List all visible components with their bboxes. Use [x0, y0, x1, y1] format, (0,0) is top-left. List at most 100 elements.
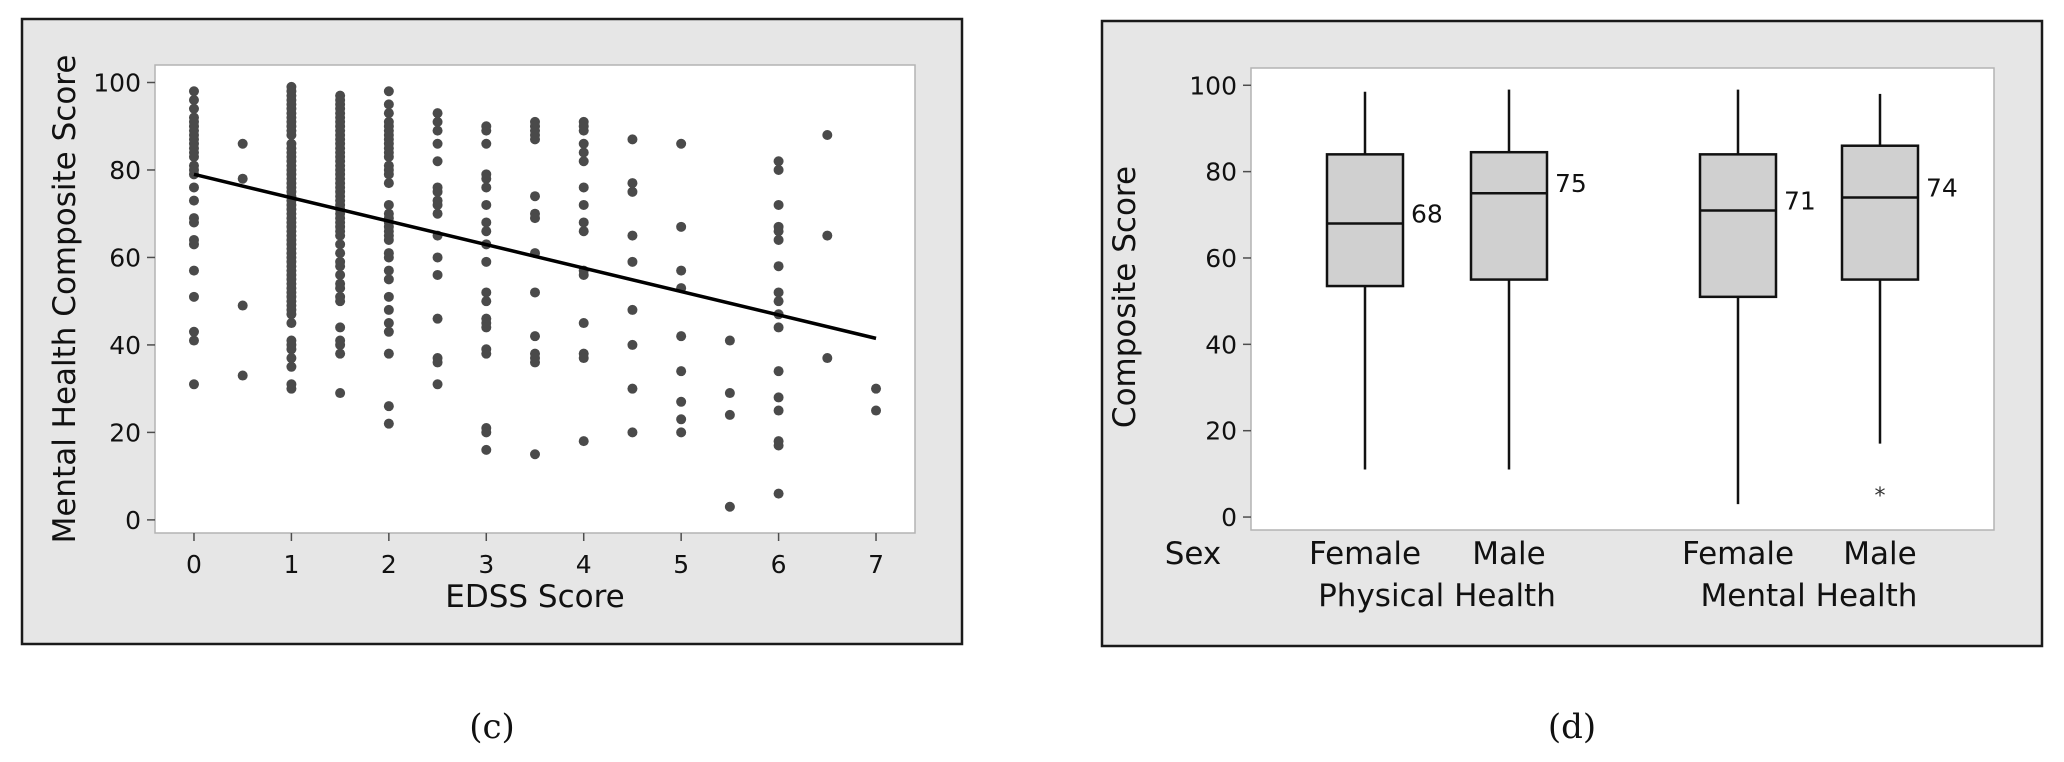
- scatter-point: [676, 221, 687, 232]
- scatter-point: [432, 186, 443, 197]
- scatter-point: [578, 269, 589, 280]
- scatter-point: [724, 388, 735, 399]
- scatter-point: [237, 370, 248, 381]
- scatter-point: [286, 129, 297, 140]
- scatter-point: [432, 199, 443, 210]
- scatter-point: [383, 86, 394, 97]
- scatter-x-tick-label: 2: [381, 550, 397, 579]
- scatter-point: [676, 331, 687, 342]
- scatter-point: [432, 252, 443, 263]
- measure-group-label: Mental Health: [1701, 578, 1918, 614]
- scatter-point: [188, 151, 199, 162]
- scatter-point: [724, 335, 735, 346]
- sex-category-label: Female: [1682, 536, 1794, 572]
- scatter-points: [188, 81, 882, 512]
- scatter-point: [335, 322, 346, 333]
- scatter-point: [481, 296, 492, 307]
- scatter-point: [627, 304, 638, 315]
- scatter-point: [578, 182, 589, 193]
- scatter-point: [627, 383, 638, 394]
- boxplot-x-axis: Female Male Female Male Physical Health Menta…: [1309, 536, 1917, 614]
- scatter-point: [530, 191, 540, 202]
- sex-category-label: Male: [1472, 536, 1545, 572]
- scatter-point: [383, 199, 394, 210]
- scatter-point: [676, 138, 687, 149]
- scatter-point: [578, 138, 589, 149]
- scatter-point: [773, 164, 784, 175]
- scatter-point: [335, 239, 346, 250]
- scatter-point: [773, 287, 784, 298]
- scatter-y-axis: 0 20 40 60 80 100: [93, 68, 155, 535]
- scatter-point: [676, 265, 687, 276]
- scatter-point: [286, 361, 297, 372]
- sex-category-label: Male: [1843, 536, 1916, 572]
- scatter-point: [481, 182, 492, 193]
- scatter-point: [578, 217, 589, 228]
- scatter-point: [188, 379, 199, 390]
- scatter-point: [578, 226, 589, 237]
- scatter-point: [286, 383, 297, 394]
- scatter-point: [383, 291, 394, 302]
- boxplot-y-tick-label: 0: [1221, 503, 1237, 532]
- scatter-point: [335, 230, 346, 241]
- scatter-point: [578, 436, 589, 447]
- scatter-point: [432, 208, 443, 219]
- scatter-x-tick-label: 6: [771, 550, 787, 579]
- scatter-point: [871, 383, 882, 394]
- scatter-panel: 0 20 40 60 80 100 0 1 2 3 4 5 6 7 EDSS Score Mental …: [20, 17, 964, 747]
- scatter-point: [822, 353, 833, 364]
- scatter-point: [627, 339, 638, 350]
- scatter-point: [773, 156, 784, 167]
- scatter-y-tick-label: 20: [109, 418, 141, 447]
- panel-label-d: (d): [1548, 707, 1596, 747]
- interquartile-box: [1469, 150, 1549, 281]
- measure-group-label: Physical Health: [1318, 578, 1556, 614]
- scatter-point: [530, 357, 540, 368]
- interquartile-box: [1840, 144, 1920, 281]
- median-value-label: 71: [1784, 186, 1816, 215]
- scatter-point: [286, 353, 297, 364]
- scatter-point: [335, 296, 346, 307]
- scatter-point: [773, 392, 784, 403]
- scatter-point: [335, 348, 346, 359]
- scatter-point: [627, 427, 638, 438]
- scatter-point: [481, 427, 492, 438]
- scatter-point: [383, 418, 394, 429]
- scatter-point: [627, 134, 638, 145]
- scatter-point: [188, 217, 199, 228]
- scatter-y-tick-label: 0: [125, 506, 141, 535]
- boxplot-y-tick-label: 80: [1205, 158, 1237, 187]
- scatter-point: [578, 199, 589, 210]
- scatter-point: [383, 151, 394, 162]
- scatter-point: [383, 108, 394, 119]
- scatter-point: [383, 265, 394, 276]
- boxplot-panel: 0 20 40 60 80 100 68 75 71 74 * Female Male Female M…: [1100, 19, 2044, 747]
- boxplot-y-axis-title: Composite Score: [1107, 166, 1143, 428]
- scatter-point: [237, 300, 248, 311]
- scatter-point: [432, 138, 443, 149]
- scatter-point: [773, 488, 784, 499]
- scatter-point: [286, 318, 297, 329]
- scatter-point: [286, 344, 297, 355]
- median-value-label: 74: [1926, 174, 1958, 203]
- interquartile-box: [1325, 153, 1405, 288]
- boxplot-y-tick-label: 40: [1205, 330, 1237, 359]
- scatter-point: [335, 283, 346, 294]
- scatter-point: [773, 261, 784, 272]
- scatter-point: [188, 326, 199, 337]
- scatter-point: [627, 256, 638, 267]
- scatter-point: [773, 440, 784, 451]
- scatter-point: [724, 409, 735, 420]
- scatter-point: [773, 322, 784, 333]
- scatter-point: [530, 287, 540, 298]
- scatter-point: [871, 405, 882, 416]
- boxplot-factor-label: Sex: [1165, 536, 1222, 572]
- scatter-point: [627, 230, 638, 241]
- scatter-x-tick-label: 7: [868, 550, 884, 579]
- scatter-point: [676, 366, 687, 377]
- scatter-x-axis: 0 1 2 3 4 5 6 7: [186, 533, 884, 579]
- scatter-point: [481, 226, 492, 237]
- scatter-point: [188, 94, 199, 105]
- scatter-point: [188, 291, 199, 302]
